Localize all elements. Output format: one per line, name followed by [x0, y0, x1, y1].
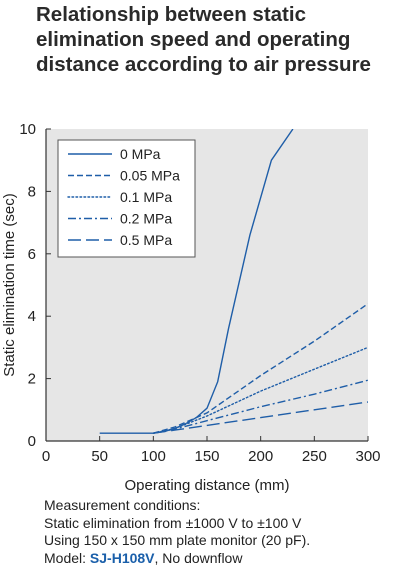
notes-line-1: Measurement conditions: [44, 497, 201, 513]
measurement-notes: Measurement conditions: Static eliminati… [44, 497, 416, 567]
x-tick-label: 100 [141, 448, 166, 465]
x-tick-label: 50 [91, 448, 108, 465]
model-name: SJ-H108V [89, 549, 155, 566]
legend: 0 MPa 0.05 MPa 0.1 MPa 0.2 MPa 0.5 MPa [57, 139, 196, 258]
x-tick-label: 0 [42, 448, 50, 465]
notes-line-2: Static elimination from ±1000 V to ±100 … [44, 514, 302, 531]
y-tick-label: 8 [28, 183, 36, 200]
axes: 0 50 100 150 200 250 300 0 2 4 6 8 10 [19, 121, 380, 465]
model-suffix: , No downflow [154, 549, 243, 566]
legend-label: 0 MPa [120, 146, 161, 162]
legend-box [57, 139, 196, 258]
legend-label: 0.5 MPa [120, 232, 172, 248]
x-tick-label: 150 [194, 448, 219, 465]
chart-title-line-1: Relationship between static [36, 3, 306, 26]
notes-line-3: Using 150 x 150 mm plate monitor (20 pF)… [44, 532, 311, 548]
notes-model-line: Model: SJ-H108V, No downflow [44, 550, 416, 568]
series-line-2 [152, 346, 368, 434]
y-tick-label: 10 [19, 121, 36, 138]
y-tick-label: 2 [28, 371, 36, 388]
x-tick-label: 200 [248, 448, 273, 465]
chart-title: Relationship between static elimination … [36, 2, 416, 77]
y-tick-label: 6 [28, 246, 36, 263]
x-axis-label: Operating distance (mm) [124, 477, 289, 494]
x-tick-label: 300 [355, 448, 380, 465]
legend-label: 0.05 MPa [120, 168, 180, 184]
y-axis-label: Static elimination time (sec) [1, 193, 18, 376]
series-line-4 [153, 401, 368, 434]
legend-label: 0.1 MPa [120, 189, 172, 205]
model-label: Model: [44, 549, 90, 566]
chart-title-line-3: distance according to air pressure [36, 53, 371, 76]
series-line-1 [153, 303, 368, 434]
series-line-3 [153, 379, 368, 434]
chart-title-line-2: elimination speed and operating [36, 28, 351, 51]
legend-label: 0.2 MPa [120, 211, 172, 227]
y-tick-label: 0 [28, 433, 36, 450]
series-layer [99, 129, 368, 434]
x-tick-label: 250 [302, 448, 327, 465]
y-tick-label: 4 [28, 308, 36, 325]
